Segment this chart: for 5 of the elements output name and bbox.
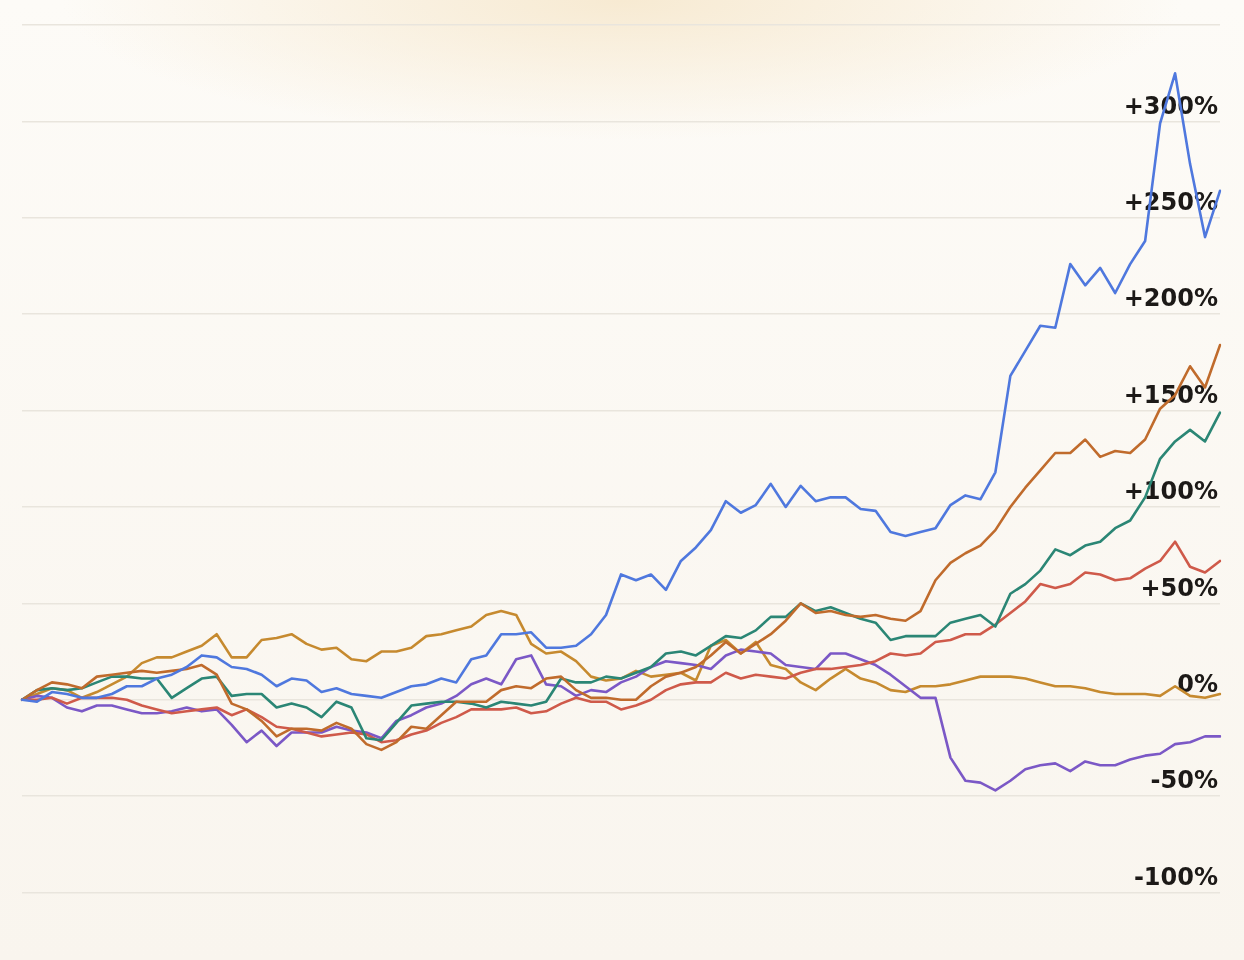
y-tick-label: 0% — [1177, 669, 1218, 698]
y-tick-label: +50% — [1140, 573, 1218, 602]
y-tick-label: -50% — [1150, 766, 1218, 795]
y-tick-label: -100% — [1133, 862, 1218, 891]
y-tick-label: +200% — [1123, 284, 1218, 313]
